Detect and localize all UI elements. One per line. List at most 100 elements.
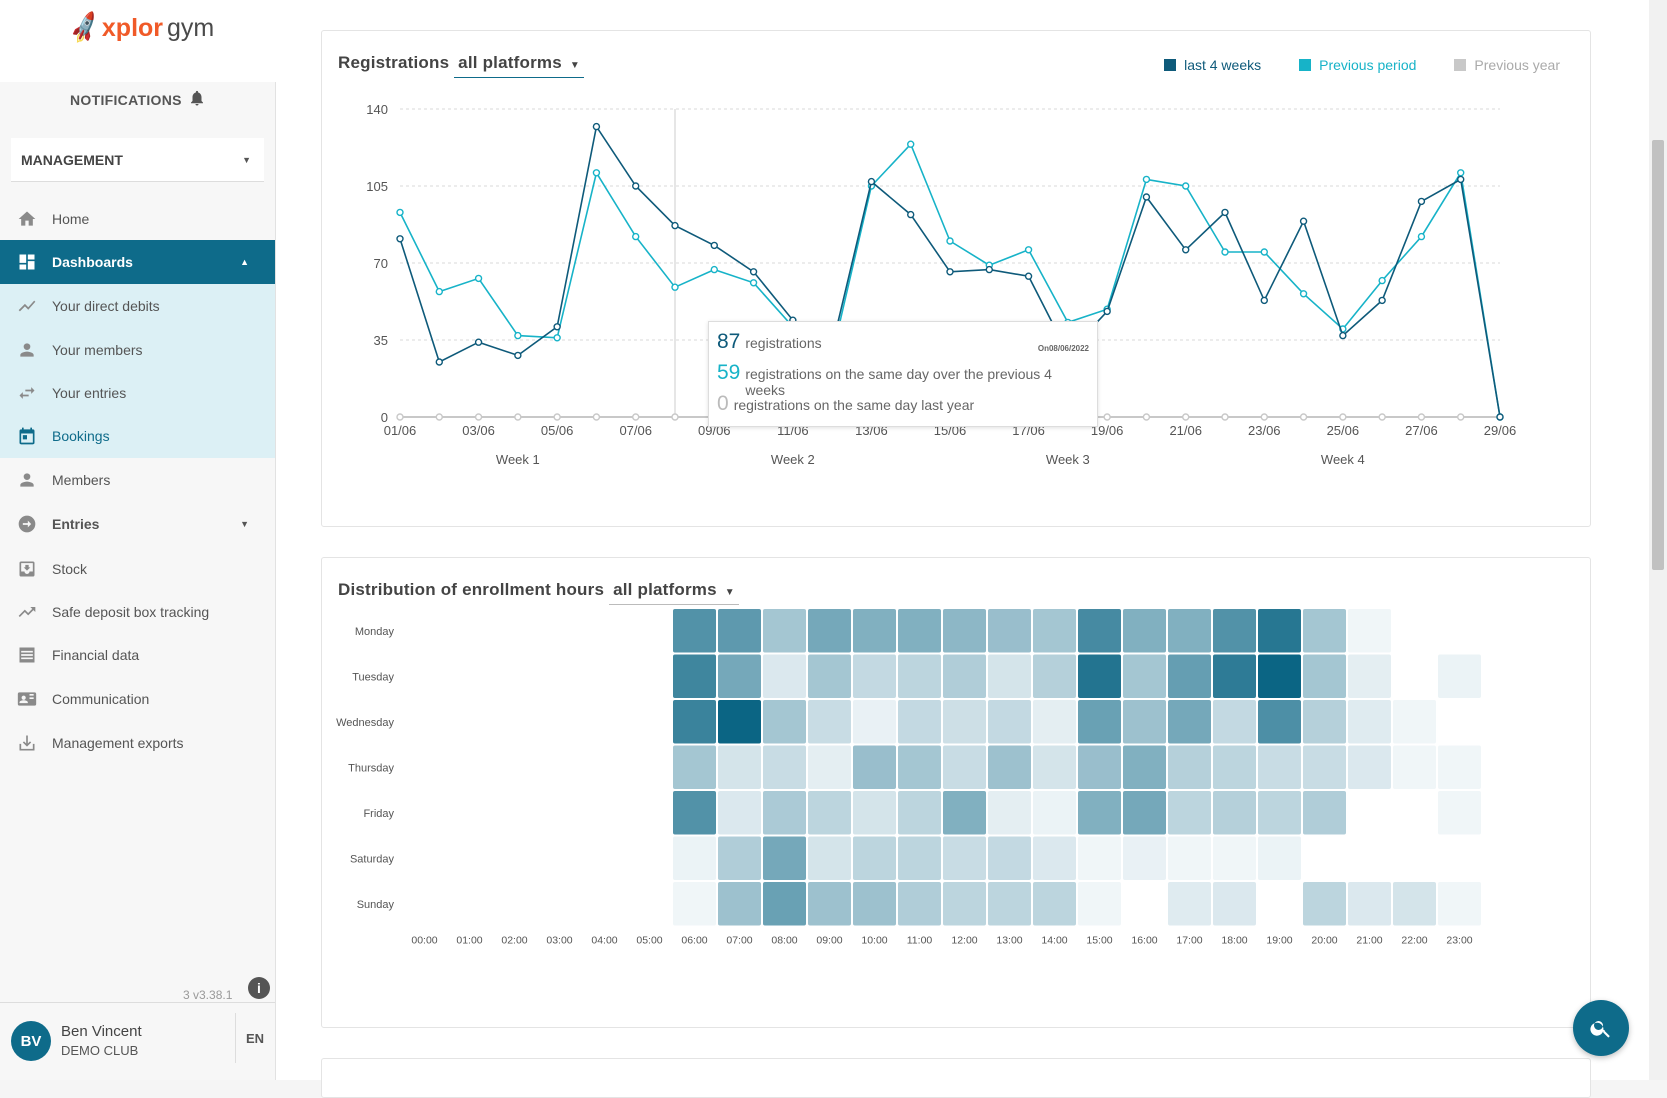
nav-direct-debits-label: Your direct debits xyxy=(52,298,160,314)
heat-cell xyxy=(1213,791,1256,835)
heat-cell xyxy=(1168,882,1211,926)
column-label: 11:00 xyxy=(907,935,933,947)
page-scrollbar[interactable] xyxy=(1649,0,1667,1080)
heat-cell xyxy=(853,700,896,744)
legend-last-4-weeks[interactable]: last 4 weeks xyxy=(1164,57,1261,73)
heat-cell xyxy=(943,745,986,789)
legend-previous-period[interactable]: Previous period xyxy=(1299,57,1416,73)
search-button[interactable] xyxy=(1573,1000,1629,1056)
list-icon xyxy=(16,644,38,666)
platform-select[interactable]: all platforms ▼ xyxy=(454,53,584,78)
notifications-button[interactable]: NOTIFICATIONS xyxy=(70,88,206,111)
legend-label: last 4 weeks xyxy=(1184,57,1262,73)
heat-cell xyxy=(718,609,761,653)
nav-stock[interactable]: Stock xyxy=(0,547,275,591)
nav-dashboards[interactable]: Dashboards ▲ xyxy=(0,240,275,284)
heat-cell xyxy=(1303,654,1346,698)
inbox-icon xyxy=(16,558,38,580)
heat-cell xyxy=(898,745,941,789)
nav-entries[interactable]: Entries ▼ xyxy=(0,502,275,546)
heat-cell xyxy=(1168,700,1211,744)
nav-your-members[interactable]: Your members xyxy=(0,328,275,372)
data-point xyxy=(592,169,601,177)
nav-safe-deposit[interactable]: Safe deposit box tracking xyxy=(0,590,275,634)
data-point xyxy=(1339,331,1347,340)
data-point xyxy=(474,338,483,346)
legend-previous-year[interactable]: Previous year xyxy=(1454,57,1560,73)
heat-cell xyxy=(943,700,986,744)
heat-cell xyxy=(1168,836,1211,880)
heat-cell xyxy=(1078,745,1121,789)
data-point xyxy=(1299,217,1308,225)
data-point xyxy=(396,235,404,243)
row-label: Wednesday xyxy=(336,717,394,729)
tooltip-prev-text: registrations on the same day over the p… xyxy=(745,366,1052,398)
nav-communication[interactable]: Communication xyxy=(0,677,275,721)
caret-down-icon: ▼ xyxy=(569,60,580,71)
nav-exports[interactable]: Management exports xyxy=(0,721,275,765)
platform-select-value: all platforms xyxy=(613,580,717,599)
data-point xyxy=(1142,175,1151,184)
nav-your-members-label: Your members xyxy=(52,342,143,358)
heat-cell xyxy=(1168,745,1211,789)
heat-cell xyxy=(988,654,1031,698)
platform-select[interactable]: all platforms ▼ xyxy=(609,580,739,605)
tooltip-current-text: registrations xyxy=(745,335,822,351)
heat-cell xyxy=(1303,700,1346,744)
heat-cell xyxy=(673,745,716,789)
heat-cell xyxy=(898,700,941,744)
nav-members[interactable]: Members xyxy=(0,458,275,502)
data-point xyxy=(1182,246,1190,254)
heat-cell xyxy=(943,882,986,926)
bell-icon xyxy=(188,88,206,111)
home-icon xyxy=(16,208,38,230)
nav-bookings[interactable]: Bookings xyxy=(0,414,275,458)
data-point xyxy=(1299,413,1308,421)
data-point xyxy=(1024,272,1033,280)
data-point xyxy=(1378,413,1386,421)
xplor-gym-logo[interactable]: 🚀 xplor gym xyxy=(66,11,214,47)
data-point xyxy=(1260,248,1268,256)
heat-cell xyxy=(808,700,851,744)
x-tick-label: 03/06 xyxy=(462,423,495,438)
data-point xyxy=(1221,413,1229,421)
tooltip-previous: 59 registrations on the same day over the… xyxy=(717,361,1089,398)
heat-cell xyxy=(1258,791,1301,835)
info-icon[interactable]: i xyxy=(248,977,270,999)
user-panel[interactable]: BV Ben Vincent DEMO CLUB EN xyxy=(0,1002,275,1081)
data-point xyxy=(867,177,876,186)
nav-home[interactable]: Home xyxy=(0,197,275,241)
data-point xyxy=(592,122,601,131)
scrollbar-thumb[interactable] xyxy=(1652,140,1664,570)
nav-direct-debits[interactable]: Your direct debits xyxy=(0,284,275,328)
heat-cell xyxy=(718,836,761,880)
context-select[interactable]: MANAGEMENT ▼ xyxy=(11,138,264,182)
user-name: Ben Vincent xyxy=(61,1023,142,1040)
data-point xyxy=(632,182,640,190)
nav-financial[interactable]: Financial data xyxy=(0,633,275,677)
data-point xyxy=(749,279,758,287)
row-label: Friday xyxy=(363,808,394,820)
data-point xyxy=(1142,413,1151,421)
heat-cell xyxy=(1078,836,1121,880)
heat-cell xyxy=(853,654,896,698)
heat-cell xyxy=(1258,654,1301,698)
heat-cell xyxy=(718,882,761,926)
heat-cell xyxy=(1078,700,1121,744)
data-point xyxy=(1182,182,1190,190)
column-label: 21:00 xyxy=(1356,935,1382,947)
heat-cell xyxy=(1438,654,1481,698)
heat-cell xyxy=(988,609,1031,653)
nav-your-entries[interactable]: Your entries xyxy=(0,371,275,415)
data-point xyxy=(1260,296,1268,305)
data-point xyxy=(632,413,640,421)
heat-cell xyxy=(1168,609,1211,653)
row-label: Monday xyxy=(355,626,395,638)
logo-text-xplor: xplor xyxy=(101,14,164,42)
calendar-icon xyxy=(16,425,38,447)
data-point xyxy=(1417,232,1426,241)
registrations-title: Registrations all platforms ▼ xyxy=(338,53,584,78)
language-selector[interactable]: EN xyxy=(235,1013,264,1063)
heat-cell xyxy=(763,836,806,880)
caret-down-icon: ▼ xyxy=(240,519,249,529)
